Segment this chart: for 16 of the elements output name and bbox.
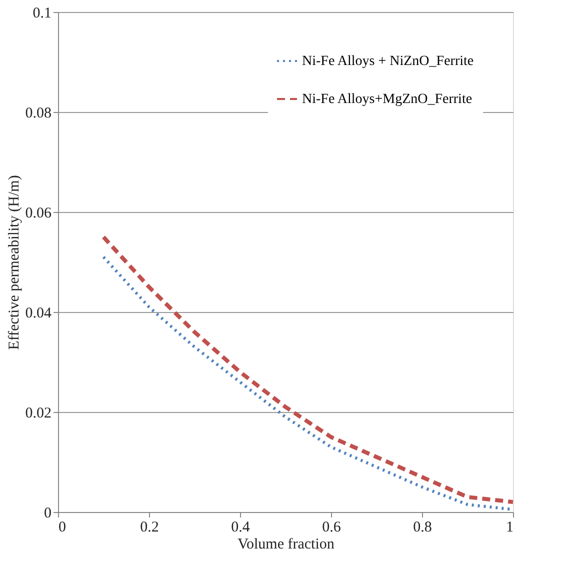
x-tick-label: 0.4 [231, 520, 250, 536]
x-tick-label: 0.2 [140, 520, 159, 536]
x-tick-label: 0 [58, 520, 66, 536]
y-tick-label: 0.1 [32, 6, 52, 22]
y-tick-label: 0.04 [25, 306, 52, 322]
x-tick-label: 0.8 [413, 520, 432, 536]
y-tick-label: 0.06 [25, 206, 52, 222]
y-tick-label: 0 [44, 506, 52, 522]
y-tick-label: 0.08 [25, 106, 52, 122]
x-axis-title: Volume fraction [238, 536, 335, 552]
x-tick-label: 0.6 [322, 520, 342, 536]
y-axis-title: Effective permeability (H/m) [6, 175, 22, 350]
x-tick-label: 1 [506, 520, 514, 536]
y-tick-label: 0.02 [25, 406, 52, 422]
legend-label: Ni-Fe Alloys+MgZnO_Ferrite [302, 92, 472, 107]
legend-label: Ni-Fe Alloys + NiZnO_Ferrite [302, 54, 474, 69]
